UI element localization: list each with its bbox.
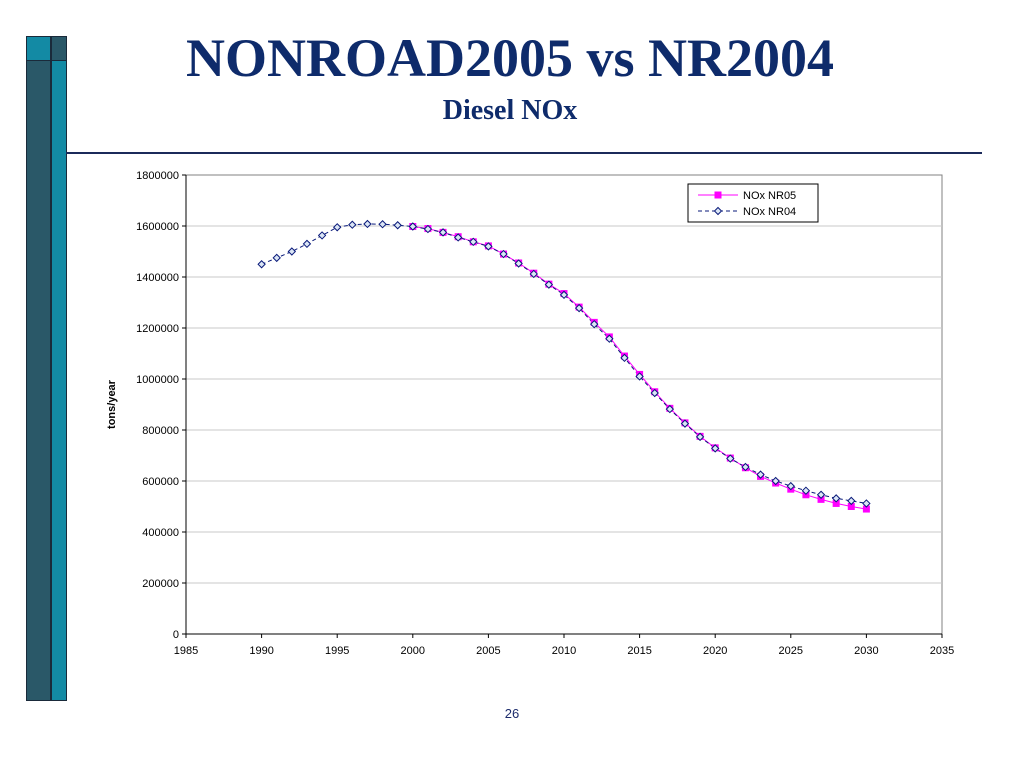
y-tick-label: 400000 xyxy=(142,527,179,539)
data-point-nox-nr04 xyxy=(302,239,312,249)
sidebar-square-dark xyxy=(51,36,67,61)
sidebar-bar-dark xyxy=(26,36,51,701)
data-point-nox-nr04 xyxy=(272,253,281,263)
data-point-nox-nr04 xyxy=(816,490,826,499)
x-tick-label: 2015 xyxy=(627,645,651,657)
data-point-nox-nr04 xyxy=(544,280,554,289)
data-point-nox-nr04 xyxy=(317,231,327,240)
data-point-nox-nr04 xyxy=(590,319,599,329)
data-point-nox-nr04 xyxy=(514,259,523,268)
data-point-nox-nr04 xyxy=(287,247,297,256)
slide-title: NONROAD2005 vs NR2004 xyxy=(186,28,834,88)
legend-label: NOx NR04 xyxy=(743,206,796,218)
data-point-nox-nr04 xyxy=(847,496,856,506)
data-point-nox-nr04 xyxy=(348,220,357,229)
data-point-nox-nr04 xyxy=(393,221,402,230)
y-axis-label: tons/year xyxy=(106,379,118,429)
data-point-nox-nr04 xyxy=(332,223,342,232)
x-tick-label: 2025 xyxy=(779,645,803,657)
data-point-nox-nr04 xyxy=(695,432,705,442)
data-point-nox-nr04 xyxy=(620,353,629,363)
y-tick-label: 200000 xyxy=(142,578,179,590)
data-point-nox-nr04 xyxy=(378,220,387,229)
y-tick-label: 1400000 xyxy=(136,272,179,284)
data-point-nox-nr04 xyxy=(529,269,538,279)
data-point-nox-nr04 xyxy=(423,224,433,234)
x-tick-label: 2030 xyxy=(854,645,878,657)
title-underline-rule xyxy=(66,152,982,154)
slide-subtitle: Diesel NOx xyxy=(442,95,578,126)
y-tick-label: 600000 xyxy=(142,476,179,488)
data-point-nox-nr04 xyxy=(484,242,493,251)
x-tick-label: 1995 xyxy=(325,645,349,657)
x-tick-label: 1985 xyxy=(174,645,198,657)
data-point-nox-nr04 xyxy=(665,404,675,414)
data-point-nox-nr04 xyxy=(363,219,372,229)
plot-area xyxy=(185,174,943,635)
y-tick-label: 1600000 xyxy=(136,221,179,233)
data-point-nox-nr04 xyxy=(574,303,584,313)
y-tick-label: 1000000 xyxy=(136,374,179,386)
y-tick-label: 1200000 xyxy=(136,323,179,335)
legend-label: NOx NR05 xyxy=(743,190,796,202)
x-tick-label: 2000 xyxy=(401,645,425,657)
x-tick-label: 2005 xyxy=(476,645,500,657)
x-tick-label: 2010 xyxy=(552,645,576,657)
data-point-nox-nr04 xyxy=(635,372,644,381)
data-point-nox-nr04 xyxy=(831,494,841,503)
data-point-nox-nr05 xyxy=(714,191,722,199)
page-number: 26 xyxy=(504,706,520,721)
y-tick-label: 0 xyxy=(173,629,179,641)
x-tick-label: 2035 xyxy=(930,645,954,657)
data-point-nox-nr04 xyxy=(862,499,871,508)
data-point-nox-nr04 xyxy=(650,388,659,398)
data-point-nox-nr04 xyxy=(713,206,723,216)
data-point-nox-nr04 xyxy=(559,290,569,300)
data-point-nox-nr04 xyxy=(453,233,463,242)
y-tick-label: 1800000 xyxy=(136,170,179,182)
data-point-nox-nr04 xyxy=(771,476,780,486)
data-point-nox-nr04 xyxy=(786,481,796,491)
data-point-nox-nr04 xyxy=(801,486,811,495)
legend-box xyxy=(687,183,819,223)
series-line-nox-nr04 xyxy=(261,223,867,504)
data-point-nox-nr04 xyxy=(680,419,690,428)
data-point-nox-nr04 xyxy=(605,334,614,343)
sidebar-square-cyan xyxy=(26,36,51,61)
data-point-nox-nr04 xyxy=(408,222,418,231)
x-tick-label: 1990 xyxy=(249,645,273,657)
x-tick-label: 2020 xyxy=(703,645,727,657)
data-point-nox-nr04 xyxy=(756,470,765,479)
data-point-nox-nr04 xyxy=(710,444,720,453)
data-point-nox-nr04 xyxy=(257,260,266,269)
data-point-nox-nr04 xyxy=(438,228,448,237)
data-point-nox-nr04 xyxy=(469,237,478,247)
data-point-nox-nr04 xyxy=(741,462,750,472)
data-point-nox-nr04 xyxy=(499,249,508,259)
y-tick-label: 800000 xyxy=(142,425,179,437)
data-point-nox-nr04 xyxy=(726,454,735,463)
